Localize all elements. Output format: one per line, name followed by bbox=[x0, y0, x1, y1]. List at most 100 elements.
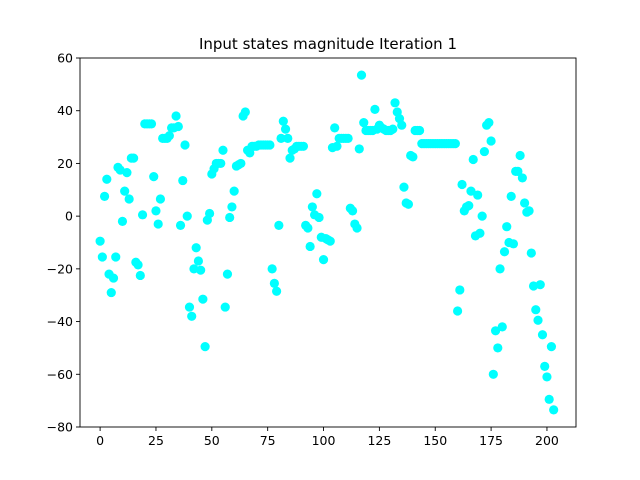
data-point bbox=[204, 208, 215, 219]
data-point bbox=[540, 361, 550, 371]
x-tick-label: 150 bbox=[423, 433, 447, 448]
data-point bbox=[106, 287, 116, 298]
data-point bbox=[390, 98, 400, 108]
data-point bbox=[198, 294, 208, 304]
x-tick-label: 175 bbox=[479, 433, 503, 448]
data-point bbox=[151, 206, 161, 216]
data-point bbox=[137, 210, 148, 220]
data-point bbox=[135, 270, 145, 281]
data-point bbox=[497, 322, 507, 332]
data-point bbox=[225, 212, 235, 223]
data-point bbox=[408, 152, 418, 162]
data-point bbox=[415, 125, 425, 136]
y-tick-label: −20 bbox=[47, 261, 73, 276]
y-tick-label: −80 bbox=[47, 420, 73, 435]
data-point bbox=[354, 144, 364, 154]
data-point bbox=[267, 264, 277, 274]
data-point bbox=[549, 405, 559, 415]
data-point bbox=[399, 182, 409, 192]
data-point bbox=[200, 342, 210, 352]
data-point bbox=[314, 212, 324, 223]
data-point bbox=[506, 191, 516, 201]
data-point bbox=[95, 236, 105, 246]
data-point bbox=[102, 174, 112, 184]
data-point bbox=[122, 168, 132, 178]
data-point bbox=[175, 220, 186, 230]
data-point bbox=[397, 120, 407, 130]
data-point bbox=[155, 194, 166, 204]
data-point bbox=[537, 330, 548, 340]
data-point bbox=[312, 189, 322, 199]
data-point bbox=[274, 220, 284, 230]
data-point bbox=[488, 369, 498, 379]
data-point bbox=[490, 326, 501, 336]
data-point bbox=[544, 394, 554, 404]
data-point bbox=[513, 166, 523, 176]
y-tick-label: 60 bbox=[57, 51, 73, 66]
data-point bbox=[303, 223, 313, 233]
data-point bbox=[99, 191, 110, 201]
data-point bbox=[495, 264, 505, 274]
data-point bbox=[129, 153, 139, 163]
data-point bbox=[502, 222, 512, 232]
data-point bbox=[370, 104, 380, 114]
x-tick-label: 200 bbox=[535, 433, 559, 448]
data-point bbox=[153, 219, 163, 229]
data-point bbox=[222, 269, 233, 279]
data-point bbox=[133, 260, 143, 270]
chart-title: Input states magnitude Iteration 1 bbox=[199, 35, 457, 53]
data-point bbox=[182, 211, 192, 221]
data-point bbox=[120, 186, 130, 196]
data-point bbox=[347, 206, 358, 216]
data-point bbox=[464, 201, 474, 211]
data-point bbox=[477, 211, 487, 221]
x-tick-label: 100 bbox=[312, 433, 336, 448]
data-point bbox=[526, 248, 536, 258]
data-point bbox=[227, 202, 237, 212]
data-point bbox=[265, 140, 275, 150]
data-point bbox=[196, 265, 206, 275]
data-point bbox=[236, 158, 246, 169]
y-tick-label: −40 bbox=[47, 314, 73, 329]
data-point bbox=[124, 194, 134, 204]
data-point bbox=[164, 131, 174, 141]
data-point bbox=[452, 306, 463, 316]
data-point bbox=[108, 273, 119, 283]
data-point bbox=[403, 199, 414, 209]
plot-frame bbox=[79, 57, 577, 428]
data-point bbox=[276, 133, 286, 143]
data-point bbox=[278, 116, 288, 126]
data-point bbox=[146, 119, 157, 129]
data-point bbox=[343, 133, 353, 143]
data-point bbox=[508, 239, 519, 249]
data-point bbox=[325, 236, 335, 246]
data-point bbox=[298, 141, 309, 151]
data-point bbox=[388, 124, 398, 134]
data-point bbox=[531, 305, 541, 315]
data-point bbox=[97, 252, 107, 262]
axes-layer: 0 25 50 75 100 125 150 175 200 −80 −60 −40 −20 0 20 40 6… bbox=[47, 51, 577, 448]
data-point bbox=[305, 241, 315, 252]
data-point bbox=[283, 133, 293, 143]
data-point bbox=[466, 186, 476, 196]
y-tick-label: 20 bbox=[57, 156, 73, 171]
data-point bbox=[191, 243, 201, 253]
data-point bbox=[493, 343, 503, 353]
data-point bbox=[220, 302, 230, 312]
data-point bbox=[535, 280, 545, 290]
data-point bbox=[546, 342, 557, 352]
data-point bbox=[484, 117, 494, 128]
y-tick-label: 40 bbox=[57, 103, 73, 118]
y-tick-label: 0 bbox=[65, 209, 73, 224]
data-point bbox=[229, 186, 239, 196]
data-point bbox=[486, 136, 496, 146]
data-point bbox=[533, 315, 543, 325]
data-point bbox=[468, 154, 478, 165]
x-tick-label: 0 bbox=[96, 433, 104, 448]
data-point bbox=[475, 228, 485, 238]
data-point bbox=[515, 150, 525, 161]
data-point bbox=[330, 123, 340, 133]
data-point bbox=[542, 372, 552, 382]
data-point bbox=[517, 173, 527, 183]
